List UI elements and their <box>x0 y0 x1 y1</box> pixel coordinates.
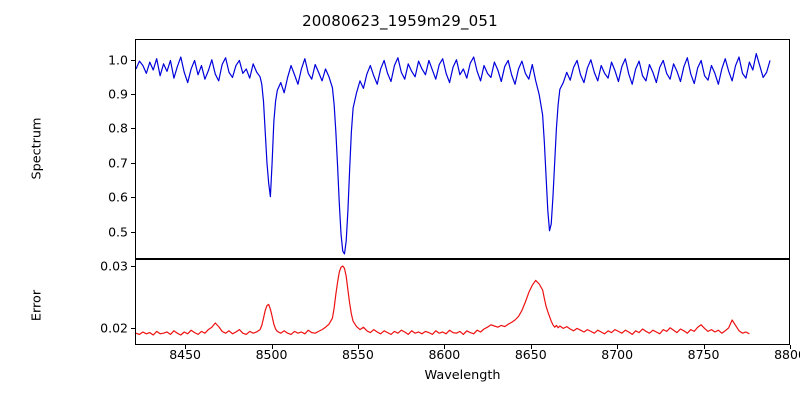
spectrum-y-tick-mark <box>131 59 135 61</box>
x-axis-label: Wavelength <box>424 368 501 383</box>
x-tick-mark <box>703 345 705 349</box>
error-y-axis-label: Error <box>29 289 45 322</box>
spectrum-y-tick-label: 0.8 <box>108 120 128 136</box>
x-tick-label: 8700 <box>601 347 634 362</box>
x-tick-label: 8800 <box>774 347 800 362</box>
x-tick-mark <box>617 345 619 349</box>
spectrum-y-tick-mark <box>131 128 135 130</box>
spectrum-y-tick-label: 0.7 <box>108 155 128 171</box>
error-y-tick-label: 0.03 <box>100 258 128 274</box>
x-tick-mark <box>790 345 792 349</box>
x-tick-mark <box>357 345 360 349</box>
x-tick-label: 8650 <box>514 347 547 362</box>
x-tick-label: 8750 <box>687 347 720 362</box>
spectrum-y-tick-mark <box>131 231 135 233</box>
error-plot-panel <box>135 259 790 345</box>
x-tick-mark <box>185 345 187 349</box>
spectrum-y-tick-mark <box>131 197 135 199</box>
x-tick-label: 8550 <box>342 347 374 362</box>
x-tick-mark <box>444 345 446 349</box>
x-tick-label: 8600 <box>428 347 461 362</box>
spectrum-y-tick-mark <box>131 162 135 164</box>
spectrum-y-tick-mark <box>131 94 135 96</box>
spectrum-y-tick-label: 0.6 <box>108 189 128 205</box>
spectrum-line-series <box>136 40 789 258</box>
spectrum-y-tick-label: 0.9 <box>108 86 128 102</box>
x-tick-label: 8500 <box>255 347 288 362</box>
error-line-series <box>136 260 789 344</box>
spectrum-y-axis-label: Spectrum <box>29 117 45 180</box>
error-y-tick-mark <box>131 266 135 268</box>
spectrum-plot-panel <box>135 39 790 259</box>
spectrum-y-tick-label: 0.5 <box>108 224 128 239</box>
spectrum-y-tick-label: 1.0 <box>108 52 128 68</box>
error-y-tick-mark <box>131 327 135 329</box>
x-tick-mark <box>271 345 273 349</box>
x-tick-mark <box>530 345 532 349</box>
figure-title: 20080623_1959m29_051 <box>302 12 498 30</box>
x-tick-label: 8450 <box>169 347 202 362</box>
error-y-tick-label: 0.02 <box>100 320 128 336</box>
